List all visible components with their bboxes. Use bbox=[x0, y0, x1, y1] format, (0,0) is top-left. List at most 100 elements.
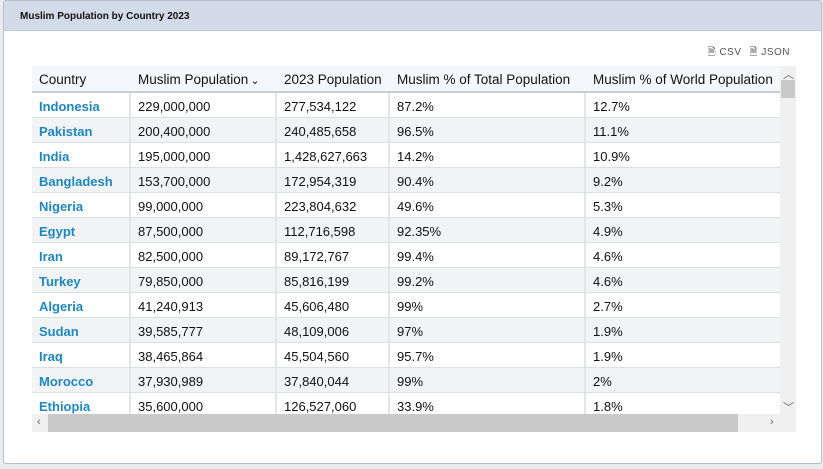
table-header-row: Country Muslim Population ⌄ 2023 Populati… bbox=[32, 66, 780, 93]
country-link[interactable]: Iran bbox=[32, 243, 131, 267]
table-row: Pakistan 200,400,000 240,485,658 96.5% 11.1% bbox=[32, 118, 780, 143]
table-row: India 195,000,000 1,428,627,663 14.2% 10.9% bbox=[32, 143, 780, 168]
table-cell: 1.8% bbox=[593, 399, 623, 414]
export-links: 🗎 CSV 🗎 JSON bbox=[708, 45, 790, 62]
table-row: Indonesia 229,000,000 277,534,122 87.2% 12.7… bbox=[32, 93, 780, 118]
scroll-down-icon[interactable]: ﹀ bbox=[783, 402, 794, 414]
table-cell: 89,172,767 bbox=[277, 243, 390, 267]
table-cell: 277,534,122 bbox=[277, 93, 390, 117]
table-row: Egypt 87,500,000 112,716,598 92.35% 4.9% bbox=[32, 218, 780, 243]
table-cell: 4.9% bbox=[593, 224, 623, 239]
table-cell: 92.35% bbox=[390, 218, 586, 242]
column-header-muslim-population[interactable]: Muslim Population ⌄ bbox=[131, 66, 277, 91]
table-cell: 48,109,006 bbox=[277, 318, 390, 342]
table-cell: 1.9% bbox=[593, 324, 623, 339]
export-json-button[interactable]: 🗎 JSON bbox=[749, 47, 790, 58]
table-cell: 37,840,044 bbox=[277, 368, 390, 392]
table-cell: 41,240,913 bbox=[131, 293, 277, 317]
table-cell: 87,500,000 bbox=[131, 218, 277, 242]
table-cell: 96.5% bbox=[390, 118, 586, 142]
column-label: Muslim Population bbox=[138, 72, 249, 87]
country-link[interactable]: India bbox=[32, 143, 131, 167]
table-row: Iran 82,500,000 89,172,767 99.4% 4.6% bbox=[32, 243, 780, 268]
country-link[interactable]: Sudan bbox=[32, 318, 131, 342]
table-row: Bangladesh 153,700,000 172,954,319 90.4% 9.2… bbox=[32, 168, 780, 193]
column-header-muslim-pct-total[interactable]: Muslim % of Total Population bbox=[397, 72, 571, 87]
table-cell: 35,600,000 bbox=[131, 393, 277, 414]
column-header-2023-population[interactable]: 2023 Population bbox=[284, 72, 382, 87]
table-cell: 38,465,864 bbox=[131, 343, 277, 367]
country-link[interactable]: Algeria bbox=[32, 293, 131, 317]
panel: Muslim Population by Country 2023 🗎 CSV … bbox=[3, 0, 822, 464]
table-cell: 223,804,632 bbox=[277, 193, 390, 217]
table-cell: 99,000,000 bbox=[131, 193, 277, 217]
table-cell: 112,716,598 bbox=[277, 218, 390, 242]
scroll-up-icon[interactable]: ︿ bbox=[783, 69, 794, 81]
table-cell: 99% bbox=[390, 368, 586, 392]
table-cell: 4.6% bbox=[593, 274, 623, 289]
scroll-left-icon[interactable]: ‹ bbox=[37, 416, 41, 428]
table-cell: 200,400,000 bbox=[131, 118, 277, 142]
country-link[interactable]: Turkey bbox=[32, 268, 131, 292]
export-csv-button[interactable]: 🗎 CSV bbox=[707, 47, 742, 58]
table-cell: 99.4% bbox=[390, 243, 586, 267]
table-cell: 240,485,658 bbox=[277, 118, 390, 142]
table-cell: 99% bbox=[390, 293, 586, 317]
table-cell: 2% bbox=[593, 374, 612, 389]
country-link[interactable]: Egypt bbox=[32, 218, 131, 242]
horizontal-scroll-thumb[interactable] bbox=[48, 414, 738, 432]
table-cell: 2.7% bbox=[593, 299, 623, 314]
table-cell: 82,500,000 bbox=[131, 243, 277, 267]
country-link[interactable]: Bangladesh bbox=[32, 168, 131, 192]
scroll-right-icon[interactable]: › bbox=[770, 416, 774, 428]
table-row: Ethiopia 35,600,000 126,527,060 33.9% 1.8% bbox=[32, 393, 780, 414]
table-cell: 9.2% bbox=[593, 174, 623, 189]
table-row: Morocco 37,930,989 37,840,044 99% 2% bbox=[32, 368, 780, 393]
sort-desc-icon: ⌄ bbox=[250, 75, 260, 87]
country-link[interactable]: Iraq bbox=[32, 343, 131, 367]
country-link[interactable]: Indonesia bbox=[32, 93, 131, 117]
table-cell: 1,428,627,663 bbox=[277, 143, 390, 167]
vertical-scrollbar[interactable]: ︿ ﹀ bbox=[780, 66, 796, 414]
table-cell: 97% bbox=[390, 318, 586, 342]
panel-title: Muslim Population by Country 2023 bbox=[4, 1, 821, 31]
table-row: Algeria 41,240,913 45,606,480 99% 2.7% bbox=[32, 293, 780, 318]
table-cell: 90.4% bbox=[390, 168, 586, 192]
table-cell: 45,606,480 bbox=[277, 293, 390, 317]
table-row: Turkey 79,850,000 85,816,199 99.2% 4.6% bbox=[32, 268, 780, 293]
country-link[interactable]: Ethiopia bbox=[32, 393, 131, 414]
table-cell: 10.9% bbox=[593, 149, 630, 164]
table-cell: 99.2% bbox=[390, 268, 586, 292]
table-cell: 172,954,319 bbox=[277, 168, 390, 192]
table-cell: 12.7% bbox=[593, 99, 630, 114]
horizontal-scrollbar[interactable]: ‹ › bbox=[32, 414, 796, 432]
table-cell: 79,850,000 bbox=[131, 268, 277, 292]
table-cell: 37,930,989 bbox=[131, 368, 277, 392]
table-row: Iraq 38,465,864 45,504,560 95.7% 1.9% bbox=[32, 343, 780, 368]
table-cell: 4.6% bbox=[593, 249, 623, 264]
country-link[interactable]: Nigeria bbox=[32, 193, 131, 217]
country-link[interactable]: Pakistan bbox=[32, 118, 131, 142]
data-table: Country Muslim Population ⌄ 2023 Populati… bbox=[32, 66, 796, 432]
table-cell: 14.2% bbox=[390, 143, 586, 167]
table-row: Sudan 39,585,777 48,109,006 97% 1.9% bbox=[32, 318, 780, 343]
table-cell: 45,504,560 bbox=[277, 343, 390, 367]
csv-label: CSV bbox=[719, 47, 742, 58]
table-grid: Country Muslim Population ⌄ 2023 Populati… bbox=[32, 66, 780, 414]
table-cell: 11.1% bbox=[593, 124, 629, 139]
table-cell: 39,585,777 bbox=[131, 318, 277, 342]
column-header-country[interactable]: Country bbox=[39, 72, 87, 87]
table-cell: 229,000,000 bbox=[131, 93, 277, 117]
json-label: JSON bbox=[761, 47, 790, 58]
table-cell: 49.6% bbox=[390, 193, 586, 217]
table-cell: 33.9% bbox=[390, 393, 586, 414]
table-cell: 87.2% bbox=[390, 93, 586, 117]
vertical-scroll-thumb[interactable] bbox=[781, 80, 795, 98]
table-cell: 153,700,000 bbox=[131, 168, 277, 192]
column-header-muslim-pct-world[interactable]: Muslim % of World Population bbox=[593, 72, 773, 87]
table-cell: 5.3% bbox=[593, 199, 623, 214]
table-cell: 1.9% bbox=[593, 349, 623, 364]
table-cell: 95.7% bbox=[390, 343, 586, 367]
table-cell: 85,816,199 bbox=[277, 268, 390, 292]
country-link[interactable]: Morocco bbox=[32, 368, 131, 392]
